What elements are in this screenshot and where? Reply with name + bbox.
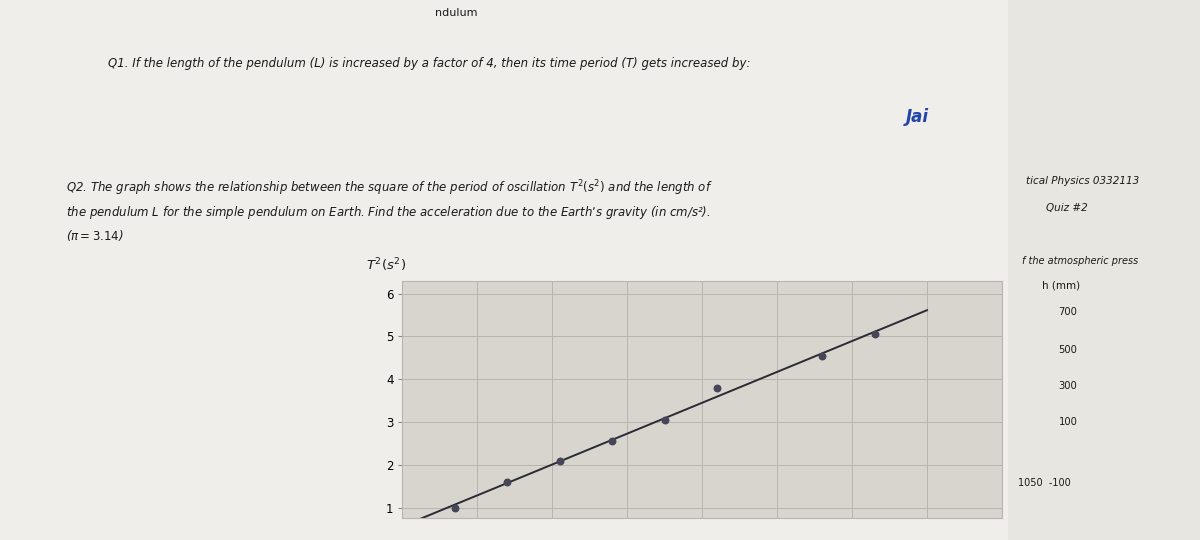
Text: 700: 700: [1058, 307, 1078, 317]
Text: 500: 500: [1058, 345, 1078, 355]
Text: Q1. If the length of the pendulum (L) is increased by a factor of 4, then its ti: Q1. If the length of the pendulum (L) is…: [108, 57, 750, 70]
Point: [865, 330, 884, 339]
Text: 300: 300: [1058, 381, 1078, 391]
Text: ndulum: ndulum: [434, 8, 478, 18]
Text: Quiz #2: Quiz #2: [1046, 202, 1088, 213]
Text: Q2. The graph shows the relationship between the square of the period of oscilla: Q2. The graph shows the relationship bet…: [66, 178, 713, 243]
Point: [812, 352, 832, 360]
Text: h (mm): h (mm): [1042, 281, 1080, 291]
Point: [550, 456, 569, 465]
Text: f the atmospheric press: f the atmospheric press: [1022, 256, 1139, 267]
Point: [708, 383, 727, 392]
Point: [655, 416, 674, 424]
Point: [498, 478, 517, 487]
Text: Jai: Jai: [906, 108, 929, 126]
Point: [602, 437, 622, 445]
Text: tical Physics 0332113: tical Physics 0332113: [1026, 176, 1139, 186]
Point: [445, 503, 464, 512]
Bar: [0, 0, 1008, 540]
Text: 1050  -100: 1050 -100: [1018, 478, 1070, 488]
Text: 100: 100: [1058, 417, 1078, 427]
Text: $T^2(s^2)$: $T^2(s^2)$: [366, 256, 406, 274]
